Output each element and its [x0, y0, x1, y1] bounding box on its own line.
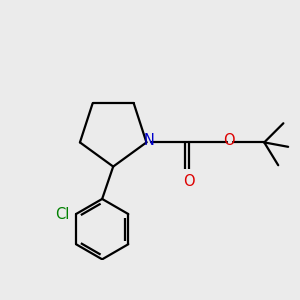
- Text: O: O: [183, 174, 195, 189]
- Text: N: N: [144, 133, 155, 148]
- Text: Cl: Cl: [55, 206, 69, 221]
- Text: O: O: [223, 134, 235, 148]
